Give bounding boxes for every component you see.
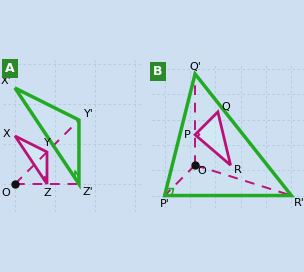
Text: A: A — [5, 62, 15, 75]
Polygon shape — [15, 88, 79, 184]
Text: Y: Y — [43, 138, 50, 148]
Polygon shape — [165, 74, 291, 196]
Text: P: P — [184, 130, 191, 140]
Polygon shape — [15, 136, 47, 184]
Text: R': R' — [294, 198, 304, 208]
Text: X: X — [2, 129, 10, 139]
Text: Q': Q' — [189, 62, 201, 72]
Text: Y': Y' — [84, 109, 94, 119]
Text: R: R — [234, 165, 241, 175]
Text: Z': Z' — [82, 187, 93, 197]
Text: Z: Z — [43, 188, 51, 198]
Text: B: B — [153, 65, 163, 78]
Polygon shape — [195, 112, 230, 165]
Text: Q: Q — [221, 102, 230, 112]
Text: O: O — [197, 166, 206, 176]
Text: P': P' — [160, 199, 170, 209]
Text: O: O — [2, 188, 11, 198]
Text: X': X' — [1, 76, 12, 86]
